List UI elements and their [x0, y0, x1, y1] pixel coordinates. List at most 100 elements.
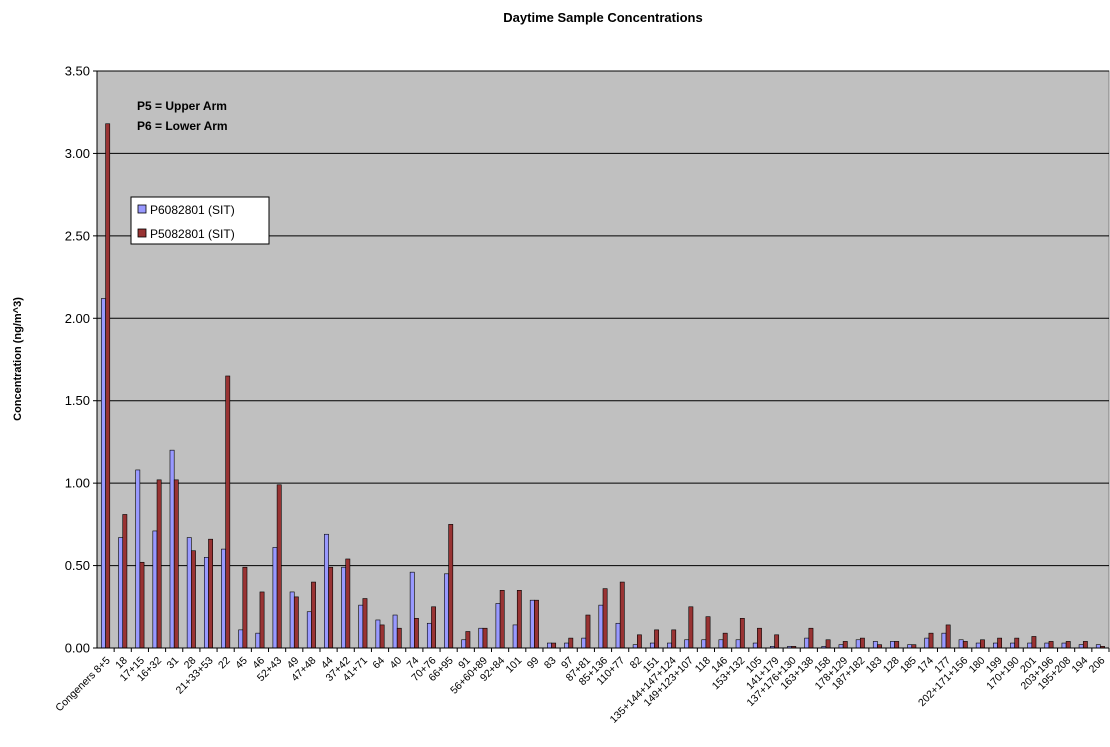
bar-p5 [1048, 641, 1054, 649]
bar-p6 [118, 537, 124, 649]
bar-p6 [1010, 642, 1015, 649]
bar-p5 [705, 616, 711, 649]
y-axis-ticks: 0.00 0.50 1.00 1.50 2.00 2.50 3.00 3.50 [65, 64, 97, 656]
bar-p6 [667, 642, 672, 649]
bar-p5 [191, 550, 196, 649]
annotation-p5: P5 = Upper Arm [137, 99, 227, 113]
bar-p5 [1065, 641, 1071, 649]
bar-p6 [341, 566, 347, 649]
bar-p6 [941, 632, 947, 649]
bar-p5 [585, 614, 591, 649]
bar-p5 [105, 123, 111, 649]
bar-p6 [375, 619, 381, 649]
bar-p5 [448, 524, 454, 649]
legend-box [130, 196, 270, 245]
bar-p6 [495, 603, 501, 649]
bar-p5 [654, 629, 659, 649]
bar-p5 [928, 632, 934, 649]
bar-p6 [735, 639, 741, 649]
bar-p5 [859, 637, 865, 649]
bar-p6 [598, 604, 604, 649]
x-tick-label: 206 [1087, 655, 1108, 676]
x-tick-label: 101 [503, 655, 524, 676]
bar-p5 [328, 566, 334, 649]
bar-p6 [101, 298, 106, 649]
bar-p6 [872, 641, 878, 649]
bar-p5 [276, 484, 282, 649]
bar-p6 [324, 533, 329, 649]
bar-p5 [825, 639, 831, 649]
bar-p5 [534, 599, 539, 649]
bar-p6 [701, 639, 707, 649]
y-tick-label: 0.50 [65, 558, 90, 573]
x-tick-label: 64 [370, 655, 387, 672]
y-tick-label: 1.00 [65, 476, 90, 491]
bar-p6 [890, 641, 895, 649]
bar-p5 [739, 618, 745, 649]
bar-p5 [757, 627, 762, 649]
bar-p5 [1031, 636, 1037, 649]
bar-p5 [842, 641, 848, 649]
bar-p5 [414, 618, 419, 649]
bar-p5 [980, 639, 985, 649]
bar-p5 [602, 588, 608, 649]
bar-p6 [615, 622, 621, 649]
bar-p6 [135, 469, 141, 649]
bar-p6 [306, 611, 312, 649]
bar-p6 [203, 557, 209, 649]
bar-p6 [238, 629, 244, 649]
bar-p5 [139, 561, 145, 649]
bar-p5 [242, 566, 248, 649]
bar-p5 [396, 627, 402, 649]
bar-p6 [221, 548, 226, 649]
bar-p6 [924, 637, 930, 649]
bar-p5 [962, 641, 968, 649]
x-tick-label: 118 [693, 655, 713, 675]
bar-p6 [461, 639, 467, 649]
bar-p6 [718, 639, 724, 649]
bar-p5 [482, 627, 488, 649]
bar-p5 [671, 629, 677, 649]
bar-p6 [409, 571, 415, 649]
bar-p5 [173, 479, 179, 649]
bar-p6 [564, 642, 569, 649]
x-tick-label: 22 [216, 655, 233, 672]
bar-p6 [529, 599, 535, 649]
bar-p5 [894, 641, 900, 649]
bar-p6 [684, 639, 690, 649]
bar-p5 [945, 624, 951, 649]
y-tick-label: 3.00 [65, 146, 90, 161]
bar-p5 [259, 591, 265, 649]
bar-p6 [444, 573, 449, 649]
legend-swatch-p6 [137, 204, 147, 214]
bar-p5 [1082, 641, 1088, 649]
legend-swatch-p5 [137, 228, 147, 238]
bar-p6 [478, 627, 484, 649]
bar-p5 [293, 596, 299, 649]
y-tick-label: 2.00 [65, 311, 90, 326]
bar-p5 [379, 624, 385, 649]
bar-p5 [499, 589, 505, 649]
bar-p5 [345, 558, 351, 649]
bar-p5 [311, 581, 316, 649]
bar-p5 [619, 581, 625, 649]
bar-p5 [774, 634, 780, 649]
x-tick-label: 31 [165, 655, 182, 672]
bar-p5 [122, 514, 128, 649]
bar-p5 [637, 634, 642, 649]
x-tick-label: 83 [542, 655, 559, 672]
bar-p6 [392, 614, 398, 649]
bar-p5 [568, 637, 574, 649]
bar-p5 [208, 538, 213, 649]
bar-p6 [752, 642, 758, 649]
bar-p6 [958, 639, 964, 649]
bar-p6 [993, 642, 998, 649]
y-axis-title: Concentration (ng/m^3) [12, 297, 24, 421]
plot-area [96, 70, 1110, 649]
bar-p6 [1044, 642, 1050, 649]
bars [101, 123, 1105, 649]
bar-p6 [975, 642, 981, 649]
bar-p6 [512, 624, 518, 649]
